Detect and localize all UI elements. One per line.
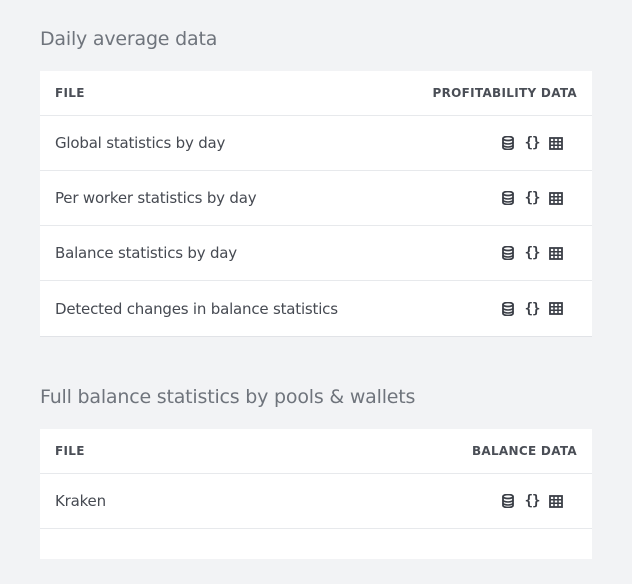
table-row: Kraken {} (40, 474, 592, 529)
full-balance-table: FILE BALANCE DATA Kraken {} (40, 429, 592, 559)
table-row: Detected changes in balance statistics {… (40, 281, 592, 336)
file-name: Balance statistics by day (55, 244, 237, 262)
download-icons: {} (499, 300, 565, 318)
section-title-full-balance: Full balance statistics by pools & walle… (40, 386, 416, 408)
table-row: Global statistics by day {} (40, 116, 592, 171)
table-icon[interactable] (547, 492, 565, 510)
file-name: Per worker statistics by day (55, 189, 257, 207)
download-icons: {} (499, 189, 565, 207)
file-name: Detected changes in balance statistics (55, 299, 338, 318)
database-icon[interactable] (499, 189, 517, 207)
column-header-balance-data: BALANCE DATA (471, 444, 577, 458)
database-icon[interactable] (499, 134, 517, 152)
json-icon[interactable]: {} (524, 190, 541, 206)
table-icon[interactable] (547, 300, 565, 318)
json-icon[interactable]: {} (524, 135, 541, 151)
table-icon[interactable] (547, 189, 565, 207)
column-header-file: FILE (55, 444, 85, 458)
column-header-file: FILE (55, 86, 85, 100)
table-icon[interactable] (547, 244, 565, 262)
table-row: Per worker statistics by day {} (40, 171, 592, 226)
download-icons: {} (499, 134, 565, 152)
table-header: FILE PROFITABILITY DATA (40, 71, 592, 116)
download-icons: {} (499, 492, 565, 510)
section-title-daily-average: Daily average data (40, 28, 218, 50)
table-row: Balance statistics by day {} (40, 226, 592, 281)
download-icons: {} (499, 244, 565, 262)
json-icon[interactable]: {} (524, 493, 541, 509)
table-header: FILE BALANCE DATA (40, 429, 592, 474)
json-icon[interactable]: {} (524, 300, 541, 317)
json-icon[interactable]: {} (524, 245, 541, 261)
column-header-profitability-data: PROFITABILITY DATA (432, 86, 577, 100)
table-row (40, 529, 592, 584)
database-icon[interactable] (499, 492, 517, 510)
file-name: Kraken (55, 492, 106, 510)
table-icon[interactable] (547, 134, 565, 152)
database-icon[interactable] (499, 244, 517, 262)
database-icon[interactable] (499, 300, 517, 318)
daily-average-table: FILE PROFITABILITY DATA Global statistic… (40, 71, 592, 337)
file-name: Global statistics by day (55, 134, 226, 152)
